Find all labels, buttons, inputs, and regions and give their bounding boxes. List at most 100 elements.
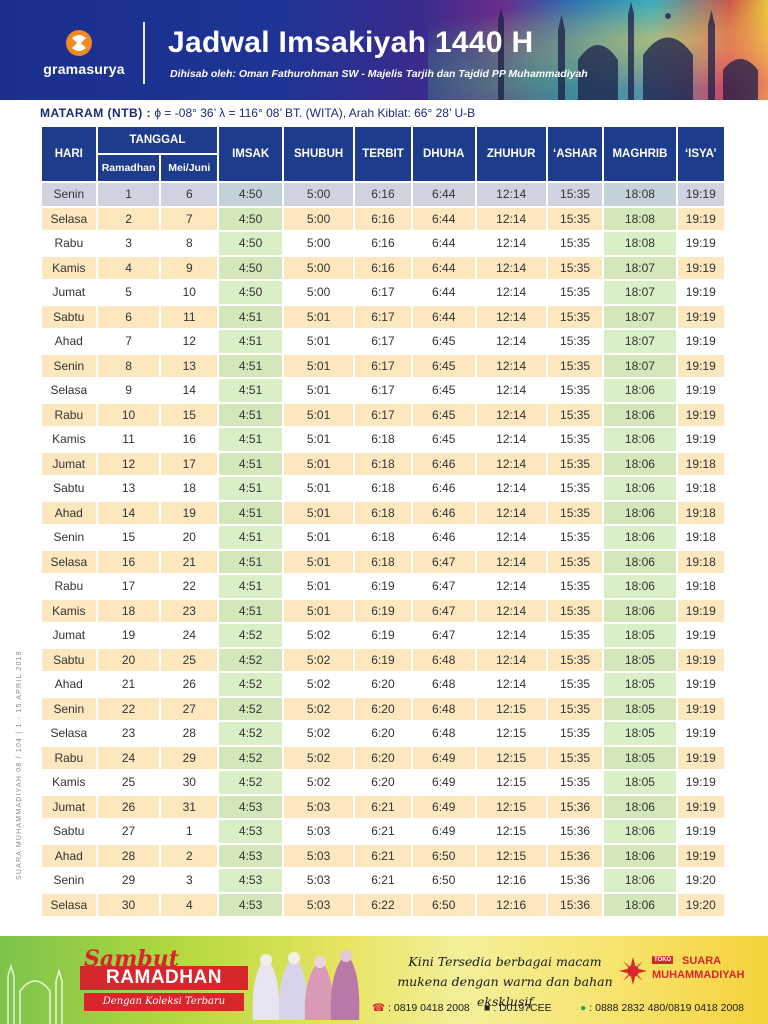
cell-shubuh: 5:01	[284, 599, 354, 622]
cell-mei-juni: 16	[161, 428, 218, 451]
cell-ashar: 15:35	[547, 697, 603, 720]
cell-ashar: 15:35	[547, 575, 603, 598]
cell-shubuh: 5:02	[284, 648, 354, 671]
cell-hari: Jumat	[42, 624, 96, 647]
cell-terbit: 6:18	[355, 501, 411, 524]
cell-ramadhan: 24	[97, 746, 160, 769]
header-zhuhur: ZHUHUR	[476, 127, 546, 181]
cell-imsak: 4:50	[219, 281, 283, 304]
cell-dhuha: 6:47	[412, 575, 475, 598]
cell-ashar: 15:35	[547, 232, 603, 255]
cell-ramadhan: 14	[97, 501, 160, 524]
cell-ramadhan: 21	[97, 673, 160, 696]
cell-imsak: 4:51	[219, 330, 283, 353]
cell-imsak: 4:53	[219, 893, 283, 916]
cell-ramadhan: 17	[97, 575, 160, 598]
cell-imsak: 4:51	[219, 452, 283, 475]
cell-isya: 19:19	[677, 771, 724, 794]
cell-mei-juni: 24	[161, 624, 218, 647]
table-row: Rabu 3 8 4:50 5:00 6:16 6:44 12:14 15:35 18:08 19:…	[42, 232, 724, 255]
cell-mei-juni: 28	[161, 722, 218, 745]
cell-terbit: 6:19	[355, 599, 411, 622]
phone-icon: ☎	[372, 1002, 386, 1014]
cell-isya: 19:20	[677, 869, 724, 892]
cell-shubuh: 5:01	[284, 526, 354, 549]
header-terbit: TERBIT	[355, 127, 411, 181]
bbm-pin: : D0197CEE	[493, 1002, 552, 1014]
cell-dhuha: 6:48	[412, 673, 475, 696]
cell-maghrib: 18:06	[604, 403, 676, 426]
contact-bbm: ■ : D0197CEE	[484, 1002, 552, 1014]
cell-shubuh: 5:01	[284, 428, 354, 451]
cell-ramadhan: 3	[97, 232, 160, 255]
brand-name: gramasurya	[43, 61, 125, 77]
cell-mei-juni: 10	[161, 281, 218, 304]
cell-terbit: 6:16	[355, 232, 411, 255]
cell-hari: Selasa	[42, 722, 96, 745]
cell-maghrib: 18:05	[604, 722, 676, 745]
table-row: Senin 22 27 4:52 5:02 6:20 6:48 12:15 15:35 18:05…	[42, 697, 724, 720]
cell-imsak: 4:51	[219, 575, 283, 598]
cell-hari: Ahad	[42, 673, 96, 696]
contact-phone: ☎ : 0819 0418 2008	[372, 1002, 470, 1014]
promo-line-1: Kini Tersedia berbagai macam	[408, 954, 602, 969]
cell-shubuh: 5:01	[284, 330, 354, 353]
header-hari: HARI	[42, 127, 96, 181]
cell-maghrib: 18:06	[604, 820, 676, 843]
toko-suara-muhammadiyah-logo: TOKO SUARA MUHAMMADIYAH	[618, 954, 748, 988]
cell-ramadhan: 8	[97, 354, 160, 377]
cell-isya: 19:19	[677, 354, 724, 377]
cell-shubuh: 5:01	[284, 379, 354, 402]
cell-zhuhur: 12:14	[476, 379, 546, 402]
table-row: Ahad 7 12 4:51 5:01 6:17 6:45 12:14 15:35 18:07 19…	[42, 330, 724, 353]
cell-maghrib: 18:06	[604, 844, 676, 867]
cell-ashar: 15:36	[547, 869, 603, 892]
cell-zhuhur: 12:14	[476, 550, 546, 573]
cell-terbit: 6:20	[355, 746, 411, 769]
cell-ashar: 15:36	[547, 844, 603, 867]
cell-ramadhan: 18	[97, 599, 160, 622]
cell-isya: 19:18	[677, 526, 724, 549]
cell-ramadhan: 23	[97, 722, 160, 745]
cell-isya: 19:18	[677, 477, 724, 500]
cell-zhuhur: 12:14	[476, 256, 546, 279]
table-row: Senin 1 6 4:50 5:00 6:16 6:44 12:14 15:35 18:08 19…	[42, 183, 724, 206]
cell-mei-juni: 3	[161, 869, 218, 892]
header-ashar: ‘ASHAR	[547, 127, 603, 181]
header-dhuha: DHUHA	[412, 127, 475, 181]
table-row: Ahad 28 2 4:53 5:03 6:21 6:50 12:15 15:36 18:06 19…	[42, 844, 724, 867]
cell-zhuhur: 12:14	[476, 526, 546, 549]
cell-ramadhan: 2	[97, 207, 160, 230]
cell-mei-juni: 17	[161, 452, 218, 475]
cell-dhuha: 6:47	[412, 599, 475, 622]
cell-hari: Senin	[42, 697, 96, 720]
gramasurya-mark-icon	[66, 30, 92, 56]
cell-isya: 19:20	[677, 893, 724, 916]
cell-hari: Selasa	[42, 893, 96, 916]
cell-isya: 19:18	[677, 452, 724, 475]
header-ramadhan: Ramadhan	[97, 155, 160, 181]
table-row: Ahad 21 26 4:52 5:02 6:20 6:48 12:14 15:35 18:05 1…	[42, 673, 724, 696]
cell-maghrib: 18:06	[604, 477, 676, 500]
cell-imsak: 4:52	[219, 624, 283, 647]
header-tanggal: TANGGAL	[97, 127, 218, 153]
cell-zhuhur: 12:14	[476, 305, 546, 328]
cell-zhuhur: 12:14	[476, 599, 546, 622]
cell-shubuh: 5:01	[284, 501, 354, 524]
store-name-line-2: MUHAMMADIYAH	[652, 969, 745, 981]
phone-number: : 0819 0418 2008	[388, 1002, 470, 1014]
cell-dhuha: 6:48	[412, 722, 475, 745]
cell-ramadhan: 15	[97, 526, 160, 549]
cell-zhuhur: 12:15	[476, 844, 546, 867]
cell-terbit: 6:19	[355, 624, 411, 647]
cell-mei-juni: 12	[161, 330, 218, 353]
cell-zhuhur: 12:14	[476, 452, 546, 475]
cell-isya: 19:19	[677, 648, 724, 671]
table-row: Selasa 9 14 4:51 5:01 6:17 6:45 12:14 15:35 18:06…	[42, 379, 724, 402]
table-row: Sabtu 20 25 4:52 5:02 6:19 6:48 12:14 15:35 18:05…	[42, 648, 724, 671]
table-row: Jumat 26 31 4:53 5:03 6:21 6:49 12:15 15:36 18:06…	[42, 795, 724, 818]
cell-mei-juni: 11	[161, 305, 218, 328]
cell-dhuha: 6:47	[412, 550, 475, 573]
cell-maghrib: 18:06	[604, 893, 676, 916]
cell-mei-juni: 26	[161, 673, 218, 696]
